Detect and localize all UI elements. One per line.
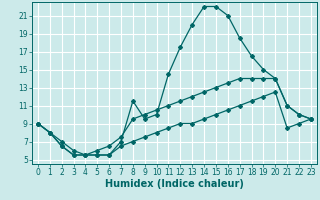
X-axis label: Humidex (Indice chaleur): Humidex (Indice chaleur) <box>105 179 244 189</box>
